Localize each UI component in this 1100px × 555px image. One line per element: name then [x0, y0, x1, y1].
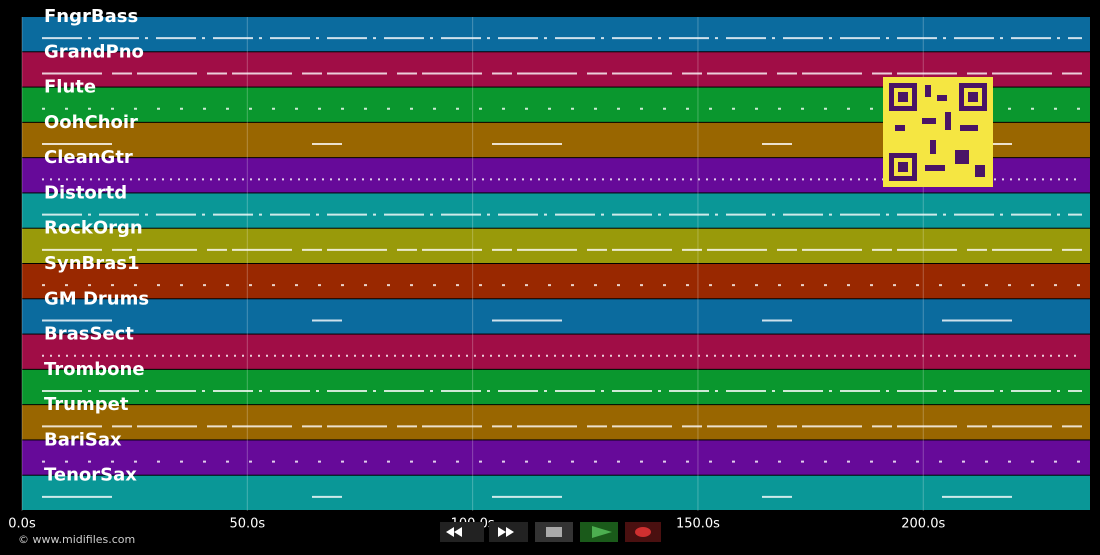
- copyright: © www.midifiles.com: [18, 533, 135, 546]
- track-label: TenorSax: [44, 465, 137, 486]
- track-lane: [22, 369, 1090, 405]
- track-label: FngrBass: [44, 6, 138, 27]
- track-lane: [22, 440, 1090, 475]
- tick-label: 0.0s: [8, 517, 36, 532]
- track-label: BariSax: [44, 429, 122, 450]
- tick-label: 200.0s: [901, 517, 945, 532]
- record-button[interactable]: [625, 522, 661, 542]
- track-lane: [22, 475, 1090, 510]
- track-label: Trumpet: [44, 394, 129, 415]
- tick-label: 150.0s: [676, 517, 720, 532]
- rewind-button[interactable]: [440, 522, 484, 542]
- track-lane: [22, 193, 1090, 228]
- track-label: BrasSect: [44, 324, 134, 345]
- qr-code: [883, 77, 993, 187]
- labels: FngrBass GrandPno Flute OohChoir CleanGtr Dis…: [44, 6, 149, 486]
- fast-forward-button[interactable]: [489, 522, 528, 542]
- track-label: GrandPno: [44, 41, 144, 62]
- play-button[interactable]: [580, 522, 618, 542]
- stop-button[interactable]: [535, 522, 573, 542]
- track-lane: [22, 299, 1090, 334]
- transport-controls: [440, 522, 661, 542]
- tick-label: 50.0s: [229, 517, 265, 532]
- track-label: GM Drums: [44, 288, 149, 309]
- track-label: Trombone: [44, 359, 145, 380]
- track-label: OohChoir: [44, 112, 138, 133]
- track-lane: [22, 17, 1090, 52]
- track-lane: [22, 405, 1090, 440]
- track-label: RockOrgn: [44, 218, 143, 239]
- track-label: CleanGtr: [44, 147, 133, 168]
- track-label: SynBras1: [44, 253, 140, 274]
- track-label: Distortd: [44, 182, 127, 203]
- track-lane: [22, 228, 1090, 263]
- track-lane: [22, 334, 1090, 369]
- track-lane: [22, 264, 1090, 299]
- track-label: Flute: [44, 77, 96, 98]
